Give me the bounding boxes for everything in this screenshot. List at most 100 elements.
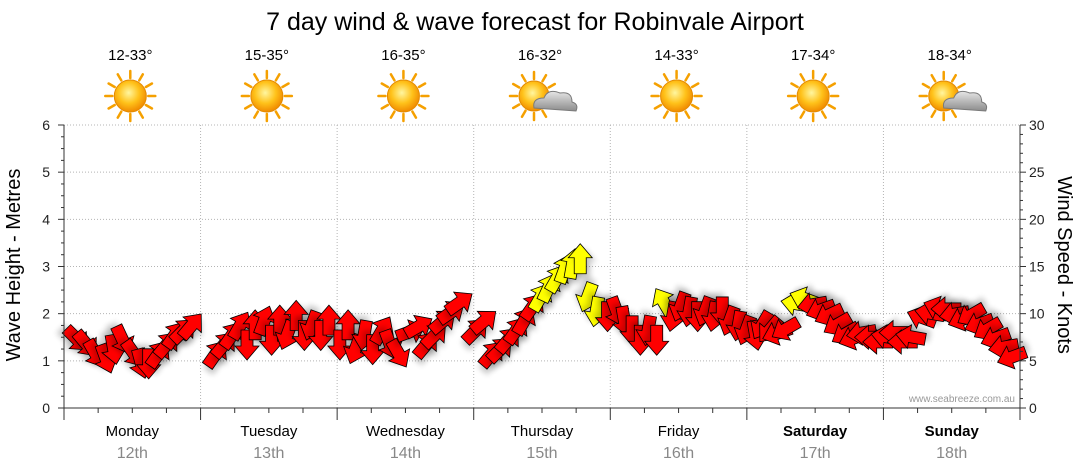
chart-axes: 0 1 2 3 4 5 6 0 5 10 15 20 25 30 xyxy=(42,117,1045,420)
right-tick-label: 10 xyxy=(1029,306,1045,322)
right-tick-label: 20 xyxy=(1029,211,1045,227)
sun-ray xyxy=(930,109,937,119)
wind-arrow xyxy=(176,313,202,347)
sun-ray xyxy=(274,110,281,119)
date-label: 18th xyxy=(936,445,967,462)
wind-arrow-shape xyxy=(895,323,927,350)
sun-ray xyxy=(921,82,931,89)
sun-ray xyxy=(253,110,260,119)
wind-arrow xyxy=(988,330,1023,360)
sun-ray xyxy=(138,73,145,82)
sun-ray xyxy=(684,73,691,82)
sun-ray xyxy=(243,103,253,110)
sunny-icon xyxy=(377,69,430,123)
left-tick-label: 0 xyxy=(42,400,50,416)
right-axis-title: Wind Speed - Knots xyxy=(1053,176,1075,354)
sun-ray xyxy=(107,82,116,89)
day-label-tuesday: Tuesday xyxy=(240,423,297,440)
left-tick-label: 4 xyxy=(42,211,50,227)
day-label-monday: Monday xyxy=(106,423,160,440)
sun-ray xyxy=(281,82,290,89)
sun-ray xyxy=(827,103,837,110)
sun-ray xyxy=(144,82,154,89)
watermark: www.seabreeze.com.au xyxy=(908,394,1015,405)
sun-disc xyxy=(796,79,830,113)
day-weather-header: 12-33° 15-35° 16-35° 16-32° 14-33° 17-34° 18-3… xyxy=(104,47,988,123)
temperature-sunday: 18-34° xyxy=(928,47,972,64)
sun-ray xyxy=(653,82,663,89)
sun-ray xyxy=(957,82,966,89)
wind-arrow xyxy=(973,311,1005,341)
wind-arrow xyxy=(895,321,931,350)
partly-cloudy-icon xyxy=(918,70,988,122)
sun-ray xyxy=(799,110,806,119)
temperature-thursday: 16-32° xyxy=(518,47,562,64)
day-label-thursday: Thursday xyxy=(511,423,574,440)
wind-arrow xyxy=(380,336,411,368)
sun-ray xyxy=(799,73,806,82)
sun-ray xyxy=(541,109,548,119)
sun-ray xyxy=(411,110,418,119)
sun-ray xyxy=(690,82,700,89)
sun-disc xyxy=(660,79,694,113)
sun-ray xyxy=(520,73,527,83)
sun-ray xyxy=(653,103,663,110)
sunny-icon xyxy=(786,69,840,123)
sun-ray xyxy=(389,73,396,82)
sun-ray xyxy=(547,82,557,89)
sun-ray xyxy=(138,110,145,119)
sunny-icon xyxy=(240,69,294,123)
sun-disc xyxy=(113,79,147,113)
sun-ray xyxy=(380,82,390,89)
sun-ray xyxy=(243,82,253,89)
wind-arrow xyxy=(567,243,597,278)
chart-title: 7 day wind & wave forecast for Robinvale… xyxy=(266,8,804,36)
wind-arrow-shape xyxy=(468,310,497,336)
sun-ray xyxy=(950,109,957,119)
partly-cloudy-icon xyxy=(508,70,578,122)
sun-ray xyxy=(930,73,937,83)
sun-ray xyxy=(116,73,123,82)
x-axis-day-labels: Monday 12th Tuesday 13th Wednesday 14th Thursd… xyxy=(106,423,980,462)
date-label: 14th xyxy=(390,445,421,462)
sun-ray xyxy=(790,103,799,110)
wind-arrow-shape xyxy=(771,316,802,341)
sun-ray xyxy=(417,82,427,89)
sun-ray xyxy=(520,109,527,119)
date-label: 15th xyxy=(526,445,557,462)
sun-ray xyxy=(820,110,827,119)
sun-ray xyxy=(541,73,548,83)
left-tick-label: 3 xyxy=(42,259,50,275)
sunny-icon xyxy=(104,69,157,123)
wind-arrow-shape xyxy=(643,324,670,356)
sun-ray xyxy=(820,73,827,82)
left-tick-label: 6 xyxy=(42,117,50,133)
temperature-monday: 12-33° xyxy=(108,47,152,64)
left-tick-label: 2 xyxy=(42,306,50,322)
right-tick-label: 30 xyxy=(1029,117,1045,133)
wind-arrows xyxy=(56,243,1031,380)
sun-ray xyxy=(662,110,669,119)
sun-ray xyxy=(827,82,837,89)
right-tick-label: 15 xyxy=(1029,259,1045,275)
left-axis-title: Wave Height - Metres xyxy=(3,169,25,362)
sun-ray xyxy=(662,73,669,82)
sun-ray xyxy=(107,103,116,110)
sun-ray xyxy=(690,103,700,110)
wind-arrow xyxy=(97,330,127,366)
day-label-wednesday: Wednesday xyxy=(366,423,445,440)
wind-arrow-shape xyxy=(385,337,411,368)
sun-ray xyxy=(511,82,521,89)
wind-arrow xyxy=(624,321,654,356)
wind-arrow-shape xyxy=(567,243,594,275)
right-tick-label: 5 xyxy=(1029,353,1037,369)
day-label-sunday: Sunday xyxy=(925,423,980,440)
temperature-saturday: 17-34° xyxy=(791,47,835,64)
date-label: 16th xyxy=(663,445,694,462)
sun-ray xyxy=(411,73,418,82)
sun-ray xyxy=(253,73,260,82)
right-tick-label: 25 xyxy=(1029,164,1045,180)
wind-arrow xyxy=(468,310,497,342)
date-label: 12th xyxy=(117,445,148,462)
